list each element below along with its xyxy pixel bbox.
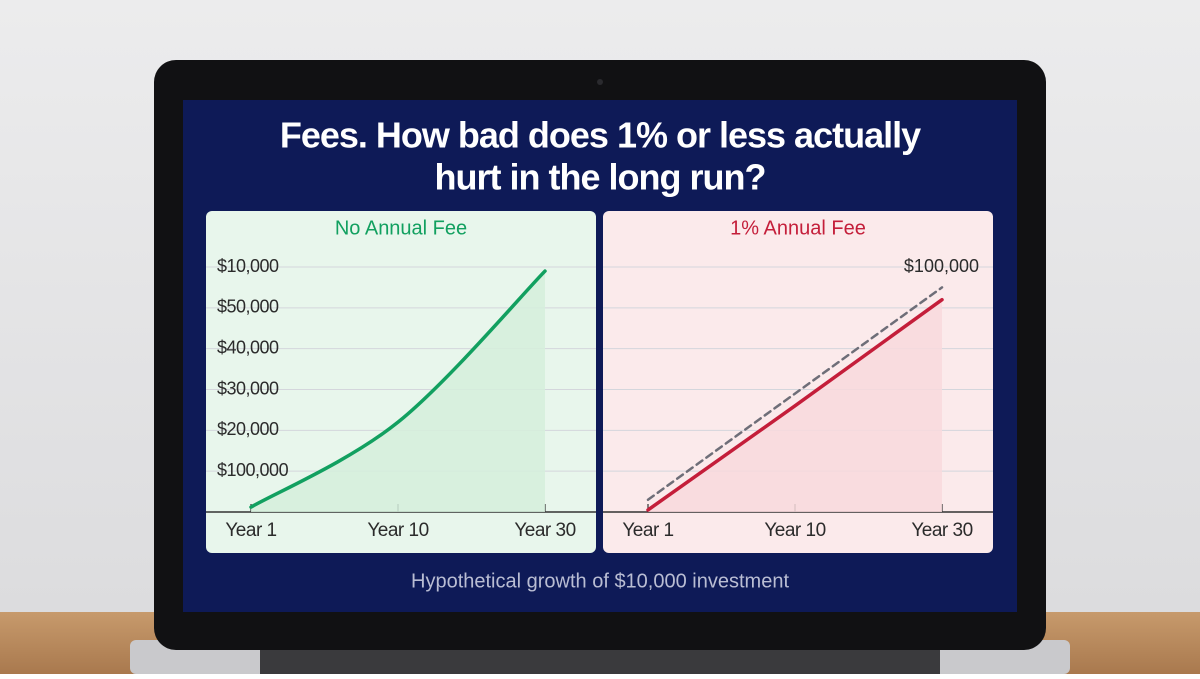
y-tick-label: $30,000 [217,378,279,398]
line [249,269,547,509]
camera [597,79,603,85]
y-tick-label: $50,000 [217,297,279,317]
x-tick-label: Year 30 [911,520,972,541]
x-tick-label: Year 10 [367,520,428,541]
y-tick-label: $40,000 [217,337,279,357]
x-tick-label: Year 30 [514,520,575,541]
y-tick-label: $20,000 [217,419,279,439]
chart-title: 1% Annual Fee [730,217,866,239]
line [646,297,944,512]
y-tick-label: $10,000 [217,256,279,276]
title-line: Fees. How bad does 1% or less actually [280,115,921,156]
footnote: Hypothetical growth of $10,000 investmen… [411,570,789,592]
x-tick-label: Year 1 [622,520,673,541]
annotation: $100,000 [904,256,979,276]
reference-line [646,286,944,501]
title-line: hurt in the long run? [435,157,766,198]
chart-title: No Annual Fee [335,217,467,239]
y-tick-label: $100,000 [217,460,289,480]
keyboard [260,650,940,674]
area [251,271,545,512]
x-tick-label: Year 1 [225,520,276,541]
x-tick-label: Year 10 [764,520,825,541]
